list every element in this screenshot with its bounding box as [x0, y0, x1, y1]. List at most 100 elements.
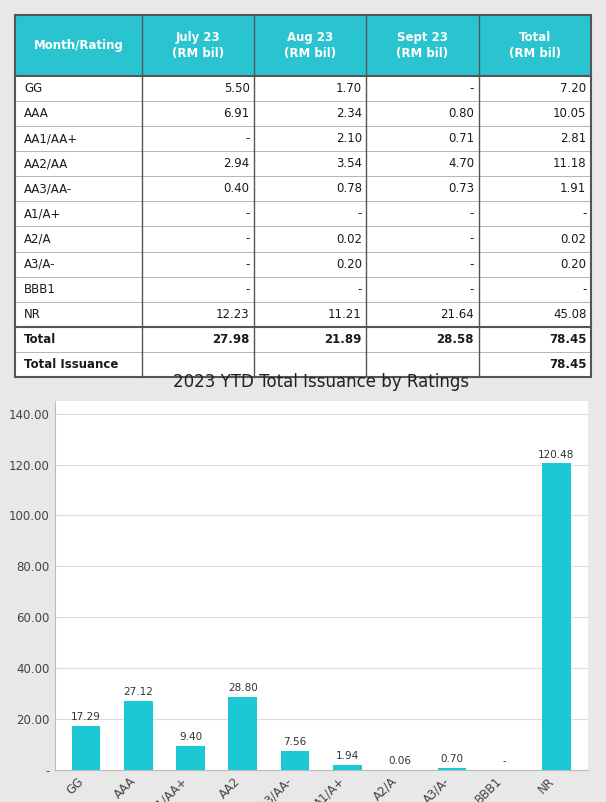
Bar — [479, 201, 591, 226]
Bar — [254, 352, 366, 377]
Bar — [366, 252, 479, 277]
Bar — [366, 277, 479, 302]
Bar — [15, 76, 142, 101]
Bar — [142, 327, 254, 352]
Text: 28.58: 28.58 — [436, 333, 474, 346]
Bar — [254, 327, 366, 352]
Text: 2.94: 2.94 — [224, 157, 250, 170]
Text: 0.20: 0.20 — [561, 257, 587, 270]
Text: -: - — [582, 282, 587, 296]
Bar — [479, 152, 591, 176]
Bar — [333, 765, 362, 770]
Bar — [438, 768, 466, 770]
Bar — [254, 252, 366, 277]
Bar — [15, 327, 142, 352]
Text: Total Issuance: Total Issuance — [24, 358, 118, 371]
Text: Total: Total — [24, 333, 56, 346]
Bar — [479, 277, 591, 302]
Text: July 23
(RM bil): July 23 (RM bil) — [172, 31, 224, 60]
Bar — [142, 126, 254, 152]
Bar — [15, 277, 142, 302]
Bar — [15, 252, 142, 277]
Bar — [254, 152, 366, 176]
Text: 0.20: 0.20 — [336, 257, 362, 270]
Bar — [479, 226, 591, 252]
Text: 7.20: 7.20 — [560, 82, 587, 95]
Text: -: - — [470, 282, 474, 296]
Text: Sept 23
(RM bil): Sept 23 (RM bil) — [396, 31, 448, 60]
Text: A3/A-: A3/A- — [24, 257, 56, 270]
Text: -: - — [358, 282, 362, 296]
Text: -: - — [470, 82, 474, 95]
Text: 7.56: 7.56 — [284, 737, 307, 747]
Bar — [15, 101, 142, 126]
Bar — [281, 751, 310, 770]
Text: 0.73: 0.73 — [448, 182, 474, 196]
Text: Total
(RM bil): Total (RM bil) — [508, 31, 561, 60]
Bar — [366, 126, 479, 152]
Text: 9.40: 9.40 — [179, 732, 202, 742]
Text: 2.10: 2.10 — [336, 132, 362, 145]
Text: 17.29: 17.29 — [71, 712, 101, 722]
Bar — [479, 126, 591, 152]
Text: 5.50: 5.50 — [224, 82, 250, 95]
Bar — [366, 327, 479, 352]
Bar — [366, 101, 479, 126]
Bar — [142, 277, 254, 302]
Bar — [15, 226, 142, 252]
Bar — [254, 15, 366, 76]
Bar — [142, 76, 254, 101]
Text: -: - — [358, 208, 362, 221]
Text: A1/A+: A1/A+ — [24, 208, 61, 221]
Bar — [142, 352, 254, 377]
Text: 1.91: 1.91 — [560, 182, 587, 196]
Text: 27.98: 27.98 — [212, 333, 250, 346]
Text: -: - — [470, 257, 474, 270]
Text: 12.23: 12.23 — [216, 308, 250, 321]
Text: 0.02: 0.02 — [561, 233, 587, 245]
Bar — [479, 76, 591, 101]
Bar — [366, 15, 479, 76]
Text: 0.70: 0.70 — [441, 755, 464, 764]
Bar — [479, 252, 591, 277]
Bar — [254, 101, 366, 126]
Bar — [142, 226, 254, 252]
Text: 0.02: 0.02 — [336, 233, 362, 245]
Bar — [142, 101, 254, 126]
Text: 45.08: 45.08 — [553, 308, 587, 321]
Bar — [254, 76, 366, 101]
Text: A2/A: A2/A — [24, 233, 52, 245]
Text: 0.40: 0.40 — [224, 182, 250, 196]
Text: AA3/AA-: AA3/AA- — [24, 182, 72, 196]
Bar — [142, 15, 254, 76]
Bar — [254, 277, 366, 302]
Bar — [479, 327, 591, 352]
Bar — [72, 726, 100, 770]
Text: 2.34: 2.34 — [336, 107, 362, 120]
Bar — [254, 176, 366, 201]
Bar — [479, 176, 591, 201]
Text: -: - — [502, 756, 506, 766]
Bar — [366, 226, 479, 252]
Bar — [366, 152, 479, 176]
Bar — [15, 201, 142, 226]
Text: Month/Rating: Month/Rating — [33, 39, 124, 52]
Bar — [15, 152, 142, 176]
Bar — [254, 226, 366, 252]
Text: -: - — [245, 132, 250, 145]
Bar — [142, 152, 254, 176]
Bar — [479, 352, 591, 377]
Text: 21.89: 21.89 — [324, 333, 362, 346]
Text: 78.45: 78.45 — [549, 358, 587, 371]
Text: BBB1: BBB1 — [24, 282, 56, 296]
Text: AAA: AAA — [24, 107, 48, 120]
Bar — [176, 746, 205, 770]
Bar — [15, 15, 142, 76]
Text: 120.48: 120.48 — [538, 450, 574, 460]
Text: 21.64: 21.64 — [441, 308, 474, 321]
Text: -: - — [582, 208, 587, 221]
Bar — [366, 176, 479, 201]
Text: -: - — [245, 233, 250, 245]
Bar — [142, 302, 254, 327]
Bar — [15, 302, 142, 327]
